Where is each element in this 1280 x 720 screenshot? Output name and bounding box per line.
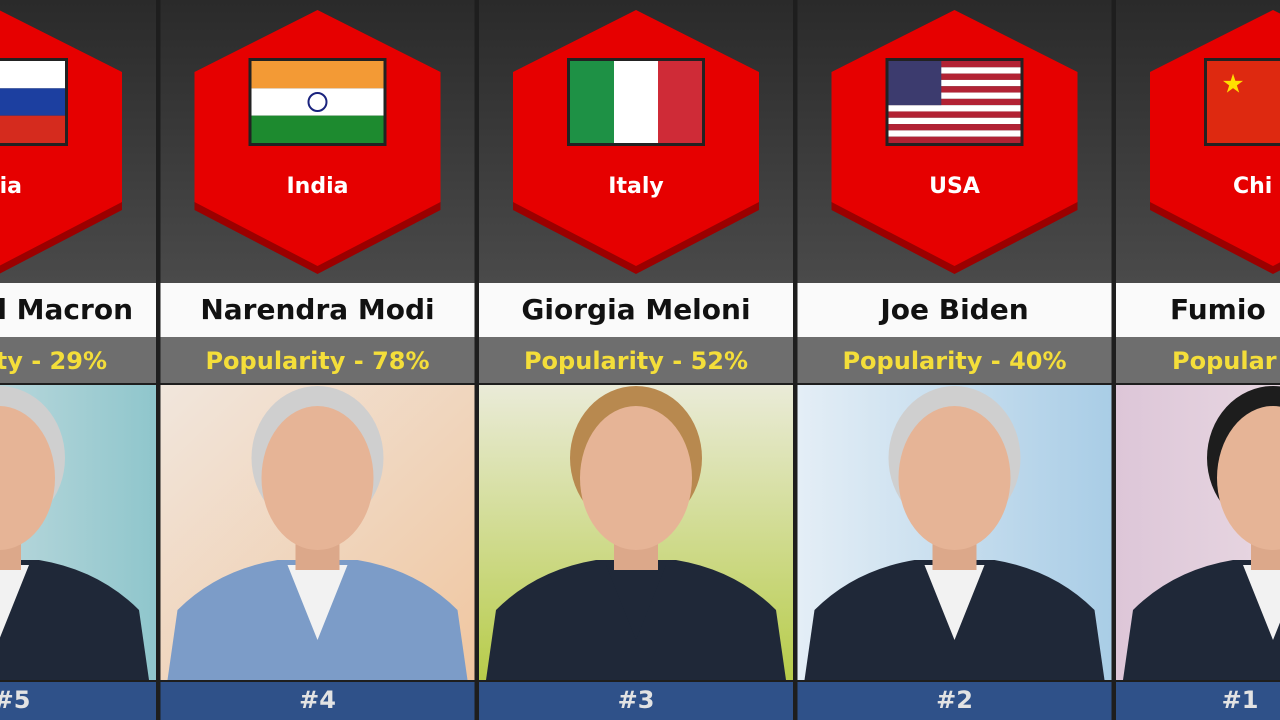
name-bar bbox=[797, 283, 1112, 337]
flag-canton bbox=[888, 61, 942, 106]
rank-bar bbox=[0, 682, 156, 720]
rank-label: #5 bbox=[0, 686, 30, 714]
flag-stripe bbox=[888, 92, 1021, 99]
rank-bar bbox=[479, 682, 793, 720]
face bbox=[580, 406, 692, 550]
popularity-label: Popularity - 52% bbox=[524, 347, 748, 375]
column: Italy Giorgia Meloni Popularity - 52% #3 bbox=[479, 0, 793, 720]
flag-stripe bbox=[888, 67, 1021, 74]
face bbox=[261, 406, 374, 550]
leader-name: Narendra Modi bbox=[200, 293, 434, 326]
popularity-label: ity - 29% bbox=[0, 347, 107, 375]
flag-stripe bbox=[888, 105, 1021, 112]
leader-name: Fumio bbox=[1170, 293, 1266, 326]
country-label: ia bbox=[0, 174, 22, 199]
collar bbox=[924, 565, 985, 640]
leader-name: Joe Biden bbox=[878, 293, 1028, 326]
name-bar bbox=[479, 283, 793, 337]
face bbox=[0, 406, 55, 550]
rank-label: #4 bbox=[299, 686, 336, 714]
collar bbox=[287, 565, 348, 640]
face bbox=[1217, 406, 1280, 550]
face bbox=[898, 406, 1011, 550]
flag-stripe bbox=[0, 88, 65, 116]
rank-label: #2 bbox=[936, 686, 973, 714]
flag-stripe bbox=[0, 115, 65, 143]
popularity-bar bbox=[1116, 337, 1280, 383]
flag-field bbox=[1207, 61, 1280, 143]
column: India Narendra Modi Popularity - 78% #4 bbox=[160, 0, 475, 720]
name-bar bbox=[0, 283, 156, 337]
collar bbox=[0, 565, 29, 638]
flag-stripe bbox=[888, 117, 1021, 125]
country-label: India bbox=[287, 174, 349, 199]
name-bar bbox=[1116, 283, 1280, 337]
flag-stripe bbox=[888, 86, 1021, 93]
flag-stripe bbox=[251, 115, 384, 143]
popularity-label: Popularity - 40% bbox=[842, 347, 1066, 375]
flag-stripe bbox=[888, 98, 1021, 106]
flag-stripe bbox=[888, 130, 1021, 137]
rank-bar bbox=[797, 682, 1112, 720]
flag-stripe bbox=[251, 61, 384, 89]
suit bbox=[1123, 560, 1280, 680]
leader-name: Giorgia Meloni bbox=[521, 293, 750, 326]
column: ★ Chi Fumio Popular #1 bbox=[1116, 0, 1280, 720]
country-label: USA bbox=[929, 174, 980, 199]
flag-stripe bbox=[658, 61, 702, 143]
flag-stripe bbox=[614, 61, 658, 143]
flag-star: ★ bbox=[1221, 70, 1244, 100]
popularity-bar bbox=[0, 337, 156, 383]
column: USA Joe Biden Popularity - 40% #2 bbox=[797, 0, 1112, 720]
popularity-bar bbox=[479, 337, 793, 383]
flag-stripe bbox=[888, 73, 1021, 80]
flag-stripe bbox=[888, 79, 1021, 87]
flag-stripe bbox=[888, 124, 1021, 131]
rank-label: #3 bbox=[618, 686, 655, 714]
flag-stripe bbox=[888, 61, 1021, 68]
suit bbox=[0, 560, 149, 680]
flag-stripe bbox=[570, 61, 614, 143]
flag-stripe bbox=[888, 111, 1021, 118]
popularity-bar bbox=[160, 337, 475, 383]
column: ia el Macron ity - 29% #5 bbox=[0, 0, 156, 720]
popularity-bar bbox=[797, 337, 1112, 383]
popularity-label: Popular bbox=[1172, 347, 1277, 375]
flag-stripe bbox=[0, 61, 65, 89]
flag-stripe bbox=[888, 136, 1021, 143]
flag-wheel bbox=[307, 92, 328, 112]
collar bbox=[1243, 565, 1280, 640]
rank-label: #1 bbox=[1222, 686, 1259, 714]
collar bbox=[606, 565, 666, 640]
leader-name: el Macron bbox=[0, 293, 133, 326]
rank-bar bbox=[1116, 682, 1280, 720]
country-label: Italy bbox=[608, 174, 663, 199]
popularity-label: Popularity - 78% bbox=[205, 347, 429, 375]
rank-bar bbox=[160, 682, 475, 720]
country-label: Chi bbox=[1233, 174, 1272, 199]
name-bar bbox=[160, 283, 475, 337]
